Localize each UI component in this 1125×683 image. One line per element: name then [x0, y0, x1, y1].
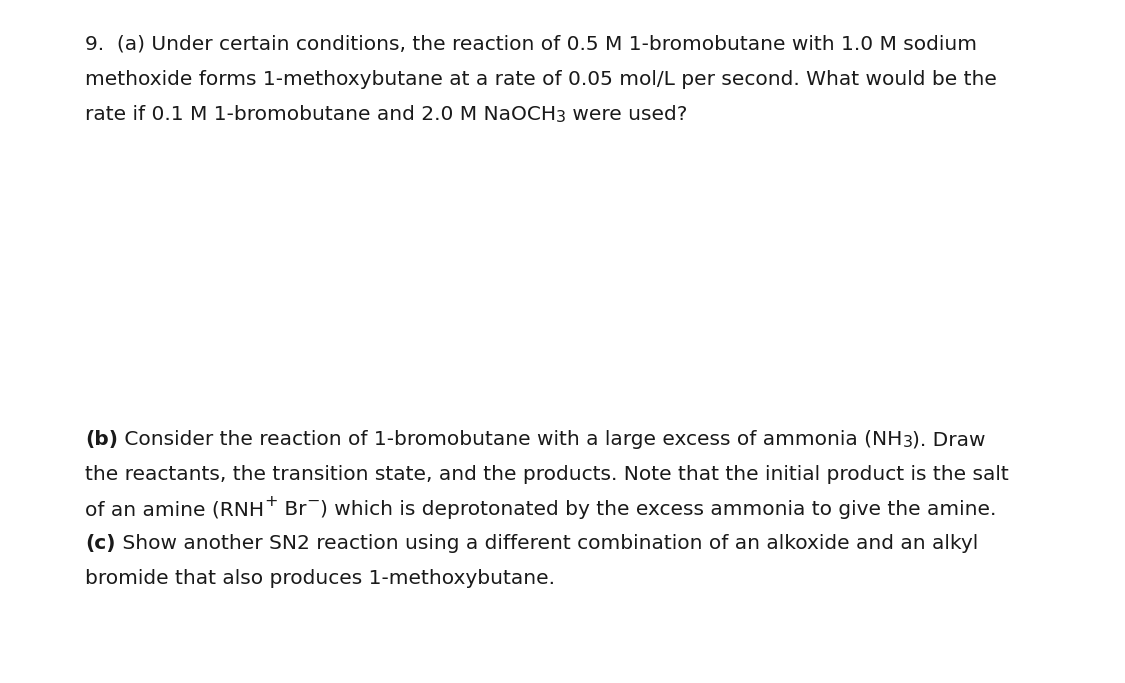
Text: Consider the reaction of 1-bromobutane with a large excess of ammonia (NH: Consider the reaction of 1-bromobutane w… [118, 430, 902, 449]
Text: Br: Br [278, 500, 306, 519]
Text: the reactants, the transition state, and the products. Note that the initial pro: the reactants, the transition state, and… [86, 465, 1009, 484]
Text: (c): (c) [86, 534, 116, 553]
Text: bromide that also produces 1-methoxybutane.: bromide that also produces 1-methoxybuta… [86, 569, 555, 588]
Text: (b): (b) [86, 430, 118, 449]
Text: methoxide forms 1-methoxybutane at a rate of 0.05 mol/L per second. What would b: methoxide forms 1-methoxybutane at a rat… [86, 70, 997, 89]
Text: 9.  (a) Under certain conditions, the reaction of 0.5 M 1-bromobutane with 1.0 M: 9. (a) Under certain conditions, the rea… [86, 35, 976, 54]
Text: Show another SN2 reaction using a different combination of an alkoxide and an al: Show another SN2 reaction using a differ… [116, 534, 978, 553]
Text: ) which is deprotonated by the excess ammonia to give the amine.: ) which is deprotonated by the excess am… [319, 500, 996, 519]
Text: were used?: were used? [566, 105, 687, 124]
Text: 3: 3 [902, 435, 912, 450]
Text: rate if 0.1 M 1-bromobutane and 2.0 M NaOCH: rate if 0.1 M 1-bromobutane and 2.0 M Na… [86, 105, 556, 124]
Text: of an amine (RNH: of an amine (RNH [86, 500, 264, 519]
Text: 3: 3 [556, 110, 566, 125]
Text: ). Draw: ). Draw [912, 430, 986, 449]
Text: −: − [306, 494, 319, 509]
Text: +: + [264, 494, 278, 509]
